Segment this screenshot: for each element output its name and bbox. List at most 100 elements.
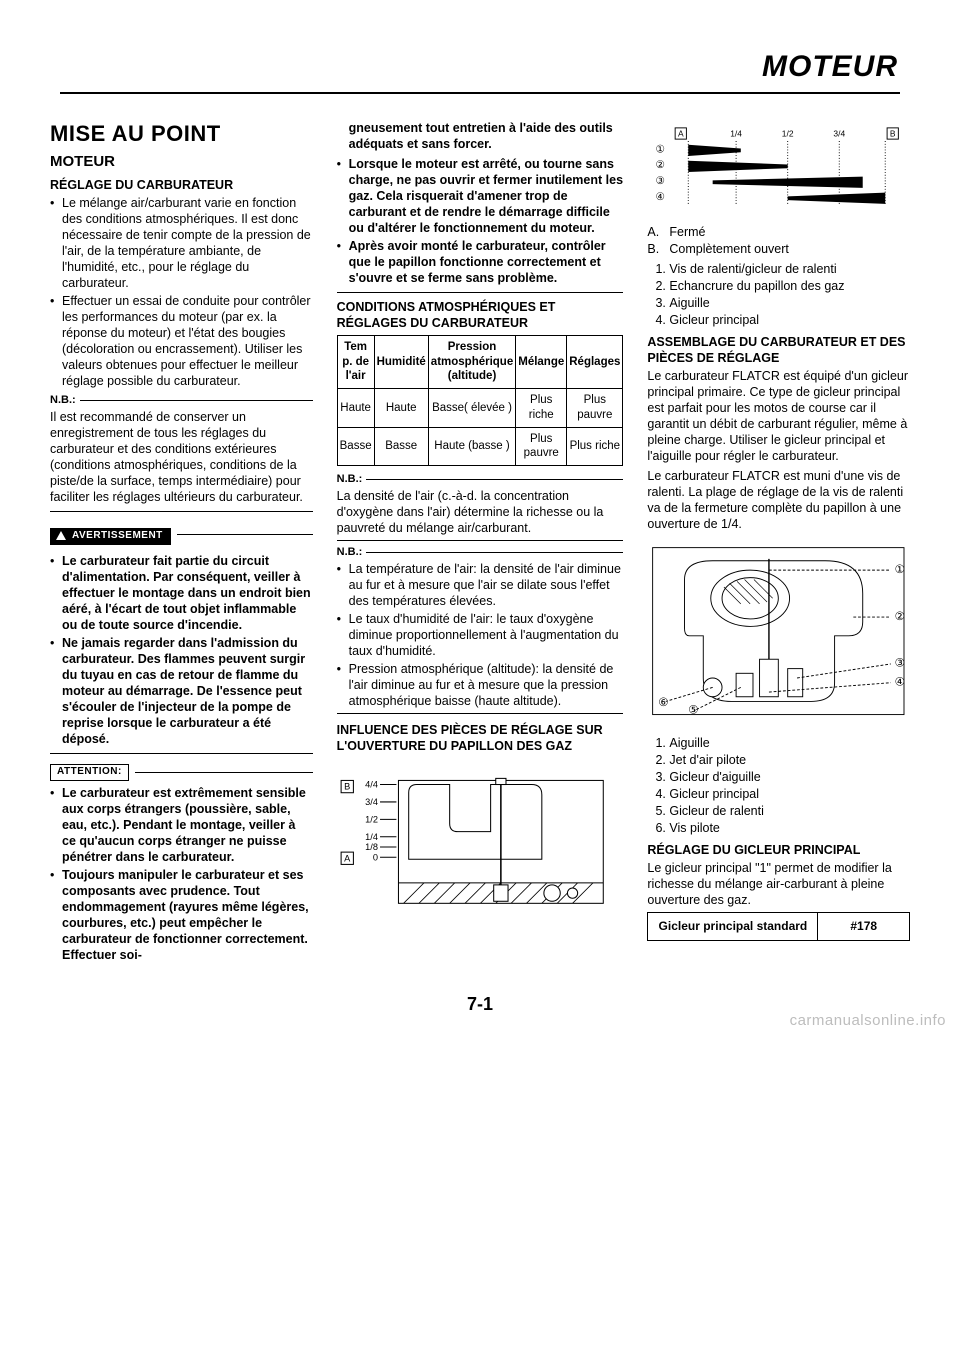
table-cell: Haute — [374, 389, 428, 427]
box-b-label: B — [344, 782, 350, 792]
top-rule — [60, 92, 900, 94]
list-item: Après avoir monté le carburateur, contrô… — [337, 238, 624, 286]
divider — [50, 511, 313, 512]
legend-item: Gicleur principal — [669, 786, 910, 802]
list-item: La température de l'air: la densité de l… — [337, 561, 624, 609]
cont-text: Lorsque le moteur est arrêté, ou tourne … — [349, 157, 623, 235]
note-label: N.B.: — [337, 472, 363, 486]
column-1: MISE AU POINT MOTEUR RÉGLAGE DU CARBURAT… — [50, 120, 313, 967]
note-text: Il est recommandé de conserver un enregi… — [50, 409, 313, 505]
legend-item: Gicleur d'aiguille — [669, 769, 910, 785]
legend-item: Vis de ralenti/gicleur de ralenti — [669, 261, 910, 277]
carburetor-figure: ① ② ③ ④ ⑤ ⑥ — [647, 542, 910, 720]
fig-label: 1/4 — [365, 832, 378, 842]
callout: ⑥ — [659, 698, 669, 710]
fig-label: 0 — [372, 852, 377, 862]
warning-badge: AVERTISSEMENT — [50, 528, 171, 545]
legend-text: Fermé — [669, 225, 705, 239]
callout: ④ — [895, 677, 905, 689]
legend-item: Vis pilote — [669, 820, 910, 836]
table-cell: Basse — [374, 427, 428, 465]
columns: MISE AU POINT MOTEUR RÉGLAGE DU CARBURAT… — [50, 40, 910, 967]
legend-item: Gicleur principal — [669, 312, 910, 328]
section-title: MISE AU POINT — [50, 120, 313, 148]
continuation-text: gneusement tout entretien à l'aide des o… — [337, 120, 624, 152]
fig-label: 3/4 — [834, 128, 846, 138]
body-text: Le carburateur FLATCR est muni d'une vis… — [647, 468, 910, 532]
spec-value: #178 — [818, 912, 910, 940]
list-item: Pression atmosphérique (altitude): la de… — [337, 661, 624, 709]
warning-text: Ne jamais regarder dans l'admission du c… — [62, 636, 305, 746]
note-list: La température de l'air: la densité de l… — [337, 561, 624, 709]
divider — [337, 713, 624, 714]
list-item: Le carburateur est extrêmement sensible … — [50, 785, 313, 865]
paragraph-heading: INFLUENCE DES PIÈCES DE RÉGLAGE SUR L'OU… — [337, 722, 624, 754]
carb-legend: Aiguille Jet d'air pilote Gicleur d'aigu… — [647, 735, 910, 836]
cont-text: Après avoir monté le carburateur, contrô… — [349, 239, 606, 285]
callout: ① — [895, 564, 905, 576]
table-cell: Basse — [337, 427, 374, 465]
fig-label: 1/8 — [365, 842, 378, 852]
legend-item: B.Complètement ouvert — [647, 241, 910, 257]
attention-text: Le carburateur est extrêmement sensible … — [62, 786, 306, 864]
row-label: ③ — [656, 176, 665, 187]
legend-item: Echancrure du papillon des gaz — [669, 278, 910, 294]
legend-item: A.Fermé — [647, 224, 910, 240]
table-cell: Plus pauvre — [567, 389, 623, 427]
warning-label: AVERTISSEMENT — [72, 530, 163, 543]
list-item: Le taux d'humidité de l'air: le taux d'o… — [337, 611, 624, 659]
warning-list: Le carburateur fait partie du circuit d'… — [50, 553, 313, 747]
legend-item: Aiguille — [669, 295, 910, 311]
page: MOTEUR MISE AU POINT MOTEUR RÉGLAGE DU C… — [0, 0, 960, 1037]
legend-text: Complètement ouvert — [669, 242, 789, 256]
column-2: gneusement tout entretien à l'aide des o… — [337, 120, 624, 967]
row-label: ④ — [656, 192, 665, 203]
table-header: Humidité — [374, 336, 428, 389]
table-cell: Plus riche — [516, 389, 567, 427]
table-header: Tem p. de l'air — [337, 336, 374, 389]
table-row: Tem p. de l'air Humidité Pression atmosp… — [337, 336, 623, 389]
box-b-label: B — [890, 128, 896, 138]
fig-label: 1/4 — [731, 128, 743, 138]
row-label: ① — [656, 144, 665, 155]
divider — [50, 753, 313, 754]
fig-label: 4/4 — [365, 780, 378, 790]
note-text: La densité de l'air (c.-à-d. la concentr… — [337, 488, 624, 536]
subsection-title: MOTEUR — [50, 152, 313, 171]
attention-text: Toujours manipuler le carburateur et ses… — [62, 868, 309, 962]
paragraph-heading: ASSEMBLAGE DU CARBURATEUR ET DES PIÈCES … — [647, 334, 910, 366]
box-a-label: A — [678, 128, 684, 138]
divider — [337, 292, 624, 293]
bullet-list: Le mélange air/carburant varie en foncti… — [50, 195, 313, 389]
table-header: Réglages — [567, 336, 623, 389]
table-cell: Basse( élevée ) — [428, 389, 515, 427]
note-divider: N.B.: — [337, 472, 624, 486]
callout: ③ — [895, 658, 905, 670]
body-text: Le carburateur FLATCR est équipé d'un gi… — [647, 368, 910, 464]
table-row: Basse Basse Haute (basse ) Plus pauvre P… — [337, 427, 623, 465]
cont-text: gneusement tout entretien à l'aide des o… — [349, 121, 613, 151]
note-divider: N.B.: — [50, 393, 313, 407]
column-3: A B 1/4 1/2 3/4 ① ② ③ ④ — [647, 120, 910, 967]
continuation-list: Lorsque le moteur est arrêté, ou tourne … — [337, 156, 624, 286]
box-a-label: A — [344, 854, 351, 864]
throttle-cutaway-figure: 4/4 3/4 1/2 1/4 1/8 0 B A — [337, 762, 624, 916]
list-item: Le mélange air/carburant varie en foncti… — [50, 195, 313, 291]
table-header: Mélange — [516, 336, 567, 389]
legend-item: Gicleur de ralenti — [669, 803, 910, 819]
row-label: ② — [656, 160, 665, 171]
attention-badge: ATTENTION: — [50, 764, 129, 781]
note-divider: N.B.: — [337, 545, 624, 559]
body-text: Le gicleur principal "1" permet de modif… — [647, 860, 910, 908]
warning-heading: AVERTISSEMENT — [50, 520, 313, 549]
table-cell: Plus riche — [567, 427, 623, 465]
attention-list: Le carburateur est extrêmement sensible … — [50, 785, 313, 963]
warning-text: Le carburateur fait partie du circuit d'… — [62, 554, 311, 632]
note-label: N.B.: — [337, 545, 363, 559]
spec-table: Gicleur principal standard #178 — [647, 912, 910, 941]
note-rule — [366, 552, 623, 553]
range-bars-figure: A B 1/4 1/2 3/4 ① ② ③ ④ — [647, 126, 910, 210]
warning-triangle-icon — [56, 531, 66, 540]
note-label: N.B.: — [50, 393, 76, 407]
callout: ② — [895, 611, 905, 623]
